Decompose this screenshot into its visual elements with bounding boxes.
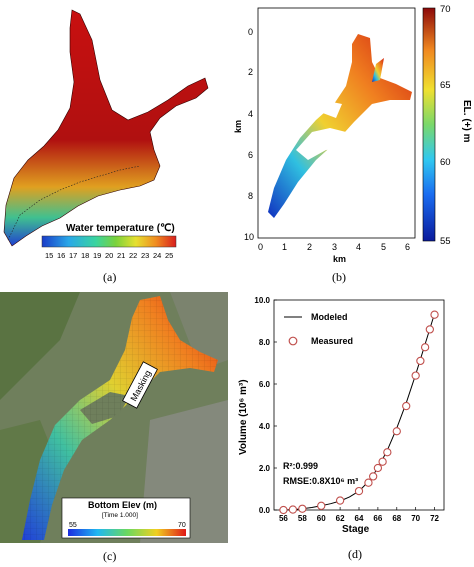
- temperature-colorbar-ticks: 15 16 17 18 19 20 21 22 23 24 25: [45, 251, 173, 260]
- caption-d: (d): [348, 547, 362, 561]
- x-tick-label: 56: [279, 514, 288, 523]
- temp-tick-18: 18: [81, 251, 89, 260]
- bottom-elev-legend-title: Bottom Elev (m): [88, 500, 157, 510]
- y-tick-label: 4.0: [259, 422, 271, 431]
- panel-b-xlabel: km: [333, 254, 346, 264]
- volume-y-ticks: 0.0 2.0 4.0 6.0 8.0 10.0: [254, 296, 277, 515]
- measured-point: [378, 457, 387, 466]
- temp-tick-23: 23: [141, 251, 149, 260]
- bottom-elev-colorbar: [68, 529, 186, 536]
- measured-point: [279, 505, 288, 515]
- volume-ylabel: Volume (10⁶ m³): [238, 379, 249, 455]
- b-ytick-2: 2: [248, 67, 253, 77]
- y-tick-label: 0.0: [259, 506, 271, 515]
- b-ytick-4: 4: [248, 109, 253, 119]
- measured-point: [416, 356, 425, 366]
- volume-plot-frame: [273, 299, 445, 511]
- b-xtick-0: 0: [258, 242, 263, 252]
- measured-point: [420, 343, 430, 352]
- panel-b-y-ticks: 0 2 4 6 8 10: [244, 27, 254, 242]
- y-tick-label: 6.0: [259, 380, 271, 389]
- elev-tick-65: 65: [440, 80, 451, 91]
- measured-markers: [279, 310, 439, 515]
- x-tick-label: 72: [430, 514, 439, 523]
- y-tick-label: 8.0: [259, 338, 271, 347]
- caption-c: (c): [103, 549, 116, 563]
- measured-point: [425, 325, 434, 334]
- bottom-elev-legend-min: 55: [69, 522, 77, 529]
- temp-tick-25: 25: [165, 251, 173, 260]
- b-ytick-6: 6: [248, 150, 253, 160]
- temp-tick-24: 24: [153, 251, 161, 260]
- temperature-colorbar: [41, 235, 177, 248]
- annotation-r2: R²:0.999: [283, 461, 318, 471]
- measured-point: [335, 496, 345, 505]
- measured-point: [383, 448, 392, 457]
- panel-c: Masking Bottom Elev (m) [Time 1.000] 55 …: [0, 292, 228, 563]
- legend-measured-label: Measured: [311, 336, 353, 346]
- measured-point: [373, 463, 383, 473]
- b-ytick-8: 8: [248, 191, 253, 201]
- x-tick-label: 60: [317, 514, 326, 523]
- elevation-colorbar-label: EL. (+) m: [461, 100, 472, 143]
- temp-tick-22: 22: [129, 251, 137, 260]
- panel-b-x-ticks: 0 1 2 3 4 5 6: [258, 242, 410, 252]
- measured-point: [430, 310, 439, 319]
- measured-point: [288, 505, 298, 514]
- legend-measured-marker: [288, 336, 298, 346]
- legend-modeled-label: Modeled: [311, 312, 348, 322]
- measured-point: [354, 486, 364, 496]
- panel-a: Water temperature (℃) 15 16 17 18 19 20 …: [3, 9, 209, 284]
- elev-tick-60: 60: [440, 157, 451, 168]
- b-ytick-10: 10: [244, 232, 254, 242]
- elevation-colorbar-ticks: 70 65 60 55: [440, 4, 451, 247]
- measured-point: [392, 427, 401, 436]
- volume-xlabel: Stage: [342, 524, 370, 535]
- b-xtick-1: 1: [282, 242, 287, 252]
- elev-tick-70: 70: [440, 4, 451, 15]
- b-xtick-6: 6: [405, 242, 410, 252]
- temperature-surface-3d: [3, 9, 209, 247]
- caption-a: (a): [103, 270, 116, 284]
- elev-tick-55: 55: [440, 236, 451, 247]
- temp-tick-20: 20: [105, 251, 113, 260]
- x-tick-label: 68: [392, 514, 401, 523]
- temp-tick-16: 16: [57, 251, 65, 260]
- caption-b: (b): [332, 270, 346, 284]
- panel-d: 56 58 60 62 64 66 68 70 72 0.0 2.0 4.0 6.0 8.0 10.0 S…: [238, 296, 445, 561]
- temp-tick-19: 19: [93, 251, 101, 260]
- x-tick-label: 66: [373, 514, 382, 523]
- x-tick-label: 58: [298, 514, 307, 523]
- x-tick-label: 70: [411, 514, 420, 523]
- temp-tick-15: 15: [45, 251, 53, 260]
- b-ytick-0: 0: [248, 27, 253, 37]
- b-xtick-5: 5: [381, 242, 386, 252]
- temp-tick-21: 21: [117, 251, 125, 260]
- panel-b-ylabel: km: [233, 120, 243, 133]
- temperature-colorbar-title: Water temperature (℃): [66, 223, 175, 234]
- y-tick-label: 10.0: [254, 296, 270, 305]
- elevation-colorbar: [422, 7, 436, 242]
- b-xtick-2: 2: [307, 242, 312, 252]
- panel-b: 70 65 60 55 EL. (+) m 0 1 2 3 4 5 6 0 2 …: [233, 4, 472, 284]
- measured-point: [411, 371, 420, 380]
- b-xtick-4: 4: [356, 242, 361, 252]
- x-tick-label: 62: [336, 514, 345, 523]
- measured-point: [402, 401, 411, 411]
- annotation-rmse: RMSE:0.8X10⁶ m³: [283, 476, 358, 486]
- bottom-elev-legend-max: 70: [178, 522, 186, 529]
- x-tick-label: 64: [355, 514, 364, 523]
- temp-tick-17: 17: [69, 251, 77, 260]
- y-tick-label: 2.0: [259, 464, 271, 473]
- measured-point: [298, 504, 307, 513]
- bottom-elev-legend-subtitle: [Time 1.000]: [102, 512, 138, 519]
- measured-point: [364, 478, 373, 487]
- bottom-elev-legend: Bottom Elev (m) [Time 1.000] 55 70: [61, 497, 191, 539]
- measured-point: [369, 472, 378, 481]
- measured-point: [317, 501, 326, 510]
- b-xtick-3: 3: [332, 242, 337, 252]
- volume-legend: Modeled Measured: [284, 312, 353, 346]
